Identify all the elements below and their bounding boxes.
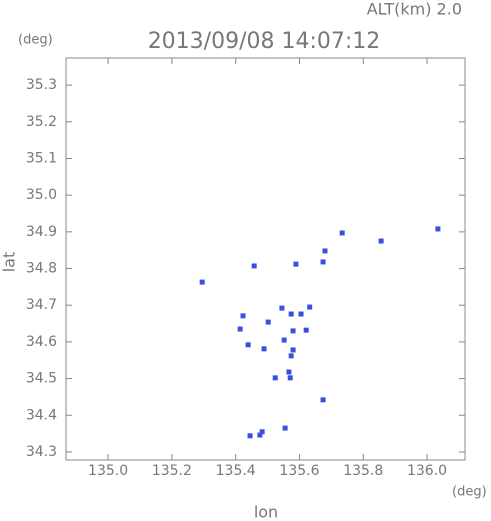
echo-point	[245, 342, 251, 348]
y-tick-label: 35.2	[26, 114, 57, 130]
echo-point	[290, 347, 296, 353]
echo-point	[288, 311, 294, 317]
echo-point	[303, 327, 309, 333]
echo-point	[287, 375, 293, 381]
x-unit: (deg)	[452, 485, 487, 500]
echo-point	[257, 432, 263, 438]
echo-point	[265, 319, 271, 325]
echo-point	[293, 261, 299, 267]
x-axis-label: lon	[254, 503, 278, 521]
echo-point	[281, 337, 287, 343]
echo-point	[298, 311, 304, 317]
echo-point	[279, 305, 285, 311]
y-tick-label: 34.5	[26, 371, 57, 387]
altitude-label: ALT(km) 2.0	[367, 0, 462, 19]
y-tick-label: 34.3	[26, 444, 57, 460]
echo-point	[320, 259, 326, 265]
y-unit: (deg)	[18, 33, 53, 48]
echo-point	[435, 226, 441, 232]
y-tick-label: 34.4	[26, 407, 57, 423]
y-tick-label: 34.9	[26, 224, 57, 240]
x-tick-label: 135.8	[343, 463, 383, 479]
echo-point	[261, 346, 267, 352]
y-tick-label: 35.1	[26, 151, 57, 167]
echo-point	[320, 397, 326, 403]
echo-point	[199, 279, 205, 285]
echo-point	[247, 433, 253, 439]
echo-point	[339, 230, 345, 236]
echo-point	[282, 425, 288, 431]
x-tick-label: 136.0	[407, 463, 447, 479]
x-tick-label: 135.6	[279, 463, 319, 479]
y-axis-label: lat	[0, 252, 19, 273]
echo-point	[259, 429, 265, 435]
x-tick-label: 135.2	[152, 463, 192, 479]
y-tick-label: 34.8	[26, 261, 57, 277]
echo-point	[272, 375, 278, 381]
echo-point	[288, 353, 294, 359]
y-tick-label: 35.3	[26, 77, 57, 93]
x-tick-label: 135.4	[216, 463, 256, 479]
y-tick-label: 35.0	[26, 187, 57, 203]
chart-title: 2013/09/08 14:07:12	[148, 29, 381, 54]
echo-point	[290, 328, 296, 334]
echo-point	[378, 238, 384, 244]
y-tick-label: 34.6	[26, 334, 57, 350]
plot-frame	[65, 57, 466, 461]
echo-point	[307, 304, 313, 310]
echo-point	[240, 313, 246, 319]
echo-point	[237, 326, 243, 332]
echo-point	[251, 263, 257, 269]
echo-point	[286, 369, 292, 375]
x-tick-label: 135.0	[88, 463, 128, 479]
y-tick-label: 34.7	[26, 297, 57, 313]
echo-point	[322, 248, 328, 254]
